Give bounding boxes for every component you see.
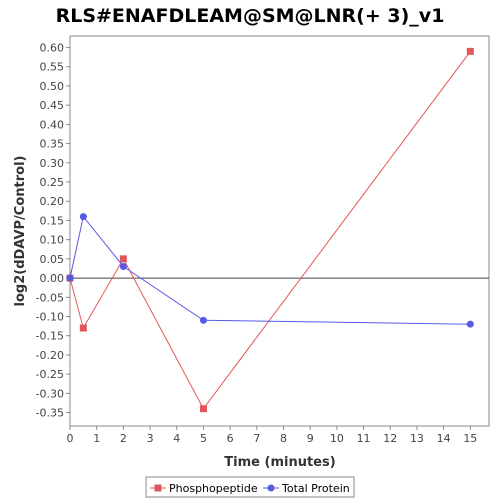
y-tick-label: -0.10 [36, 310, 64, 323]
x-tick-label: 4 [173, 432, 180, 445]
y-tick-label: 0.60 [40, 42, 65, 55]
x-tick-label: 6 [227, 432, 234, 445]
legend-marker [154, 484, 162, 492]
x-tick-label: 13 [410, 432, 424, 445]
x-tick-label: 2 [120, 432, 127, 445]
legend-label: Total Protein [281, 482, 350, 495]
x-tick-label: 5 [200, 432, 207, 445]
y-tick-label: 0.25 [40, 176, 65, 189]
y-tick-label: 0.35 [40, 138, 65, 151]
legend-marker [267, 484, 275, 492]
data-point [119, 263, 127, 271]
x-tick-label: 10 [330, 432, 344, 445]
y-axis: -0.35 -0.30 -0.25 -0.20 -0.15 -0.10 -0.05 0.00 0… [36, 42, 70, 420]
y-tick-label: -0.25 [36, 368, 64, 381]
data-point [79, 324, 87, 332]
data-point [79, 213, 87, 221]
legend: Phosphopeptide Total Protein [145, 476, 355, 498]
data-point [119, 255, 127, 263]
legend-item: Total Protein [263, 482, 350, 495]
y-tick-label: 0.05 [40, 253, 65, 266]
data-point [466, 320, 474, 328]
chart-title: RLS#ENAFDLEAM@SM@LNR(+ 3)_v1 [56, 5, 445, 27]
data-point [66, 274, 74, 282]
x-tick-label: 8 [280, 432, 287, 445]
y-tick-label: 0.10 [40, 234, 65, 247]
x-tick-label: 15 [463, 432, 477, 445]
y-tick-label: 0.40 [40, 118, 65, 131]
x-axis: 0 1 2 3 4 5 6 7 8 9 10 11 12 13 14 15 [67, 426, 477, 445]
y-tick-label: -0.20 [36, 349, 64, 362]
legend-item: Phosphopeptide [150, 482, 258, 495]
x-tick-label: 14 [437, 432, 451, 445]
y-tick-label: 0.55 [40, 61, 65, 74]
x-tick-label: 9 [307, 432, 314, 445]
y-tick-label: -0.30 [36, 387, 64, 400]
y-tick-label: -0.15 [36, 330, 64, 343]
y-tick-label: 0.20 [40, 195, 65, 208]
y-tick-label: 0.15 [40, 214, 65, 227]
x-tick-label: 0 [67, 432, 74, 445]
x-axis-label: Time (minutes) [224, 455, 335, 470]
x-tick-label: 12 [383, 432, 397, 445]
y-tick-label: 0.00 [40, 272, 65, 285]
x-tick-label: 11 [357, 432, 371, 445]
plot-area [69, 35, 490, 427]
data-point [199, 316, 207, 324]
y-tick-label: 0.45 [40, 99, 65, 112]
series-layer [66, 47, 474, 413]
series-total-protein [66, 213, 474, 328]
y-tick-label: 0.50 [40, 80, 65, 93]
y-axis-label: log2(dDAVP/Control) [13, 156, 28, 307]
x-tick-label: 3 [147, 432, 154, 445]
legend-box [145, 476, 355, 498]
data-point [466, 47, 474, 55]
x-tick-label: 7 [253, 432, 260, 445]
x-tick-label: 1 [93, 432, 100, 445]
y-tick-label: 0.30 [40, 157, 65, 170]
y-tick-label: -0.05 [36, 291, 64, 304]
legend-label: Phosphopeptide [169, 482, 258, 495]
data-point [199, 405, 207, 413]
y-tick-label: -0.35 [36, 407, 64, 420]
